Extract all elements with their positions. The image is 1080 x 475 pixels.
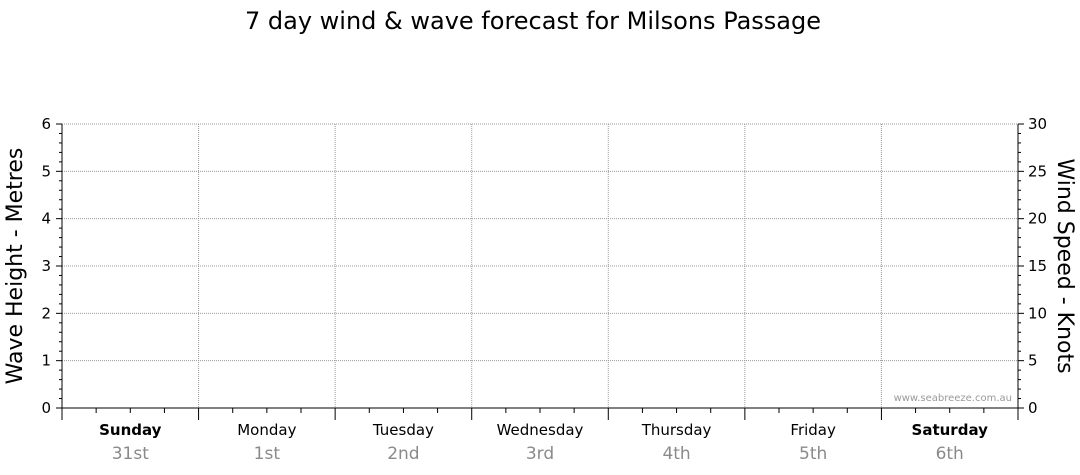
watermark[interactable]: www.seabreeze.com.au [894, 393, 1012, 404]
y-right-tick-label: 25 [1028, 162, 1047, 180]
y-left-tick-label: 1 [41, 352, 51, 370]
y-left-tick-label: 4 [41, 210, 51, 228]
x-day-label: Sunday [99, 421, 162, 439]
y-right-tick-label: 10 [1028, 304, 1047, 322]
grid [62, 123, 1018, 408]
x-date-label: 5th [799, 444, 827, 464]
x-date-label: 6th [936, 444, 964, 464]
chart-title: 7 day wind & wave forecast for Milsons P… [245, 7, 821, 35]
y-right-tick-label: 30 [1028, 115, 1047, 133]
y-axis-right-ticks: 0 5 10 15 20 25 30 [1018, 115, 1047, 417]
y-right-tick-label: 20 [1028, 210, 1047, 228]
y-axis-right-label: Wind Speed - Knots [1052, 158, 1077, 373]
x-date-label: 31st [112, 444, 149, 464]
y-left-tick-label: 3 [41, 257, 51, 275]
y-left-tick-label: 0 [41, 399, 51, 417]
x-date-label: 2nd [387, 444, 419, 464]
x-date-label: 4th [662, 444, 690, 464]
y-axis-left-ticks: 0 1 2 3 4 5 6 [41, 115, 62, 417]
x-axis-day-labels: Sunday 31st Monday 1st Tuesday 2nd Wednesday 3r… [99, 421, 988, 464]
x-date-label: 3rd [526, 444, 554, 464]
axes [61, 124, 1019, 420]
x-day-label: Friday [790, 421, 836, 439]
y-axis-left-label: Wave Height - Metres [3, 148, 28, 385]
y-left-tick-label: 2 [41, 304, 51, 322]
y-right-tick-label: 5 [1028, 352, 1038, 370]
x-day-label: Monday [237, 421, 296, 439]
x-day-label: Tuesday [372, 421, 434, 439]
y-right-tick-label: 15 [1028, 257, 1047, 275]
x-day-label: Saturday [912, 421, 989, 439]
y-right-tick-label: 0 [1028, 399, 1038, 417]
x-day-label: Thursday [641, 421, 712, 439]
y-left-tick-label: 6 [41, 115, 51, 133]
y-left-tick-label: 5 [41, 162, 51, 180]
x-date-label: 1st [254, 444, 281, 464]
x-day-label: Wednesday [497, 421, 584, 439]
